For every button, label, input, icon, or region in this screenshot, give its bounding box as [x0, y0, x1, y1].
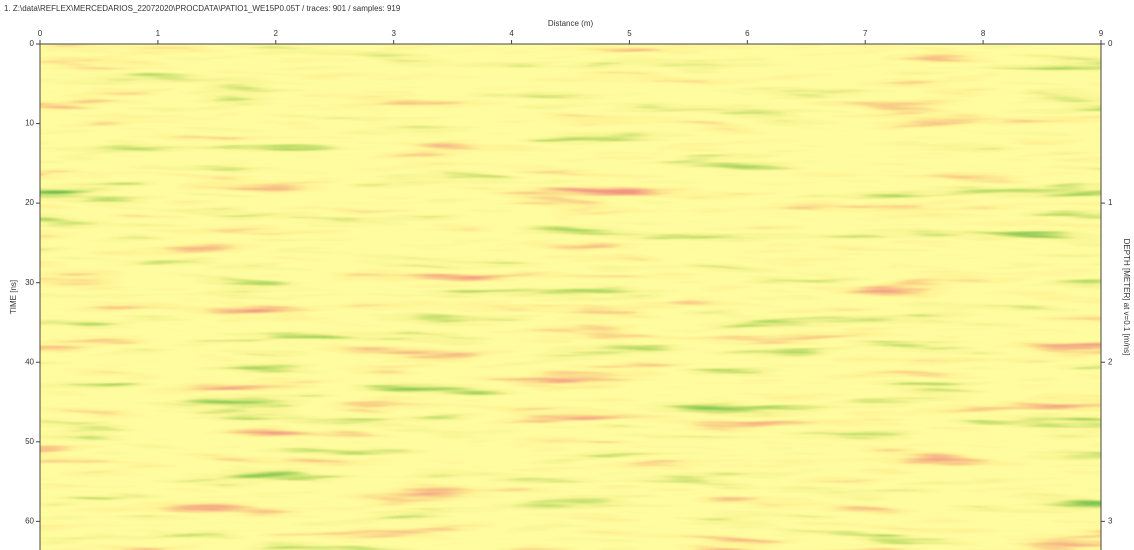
x-tick-label: 3 — [391, 29, 396, 38]
x-tick-label: 4 — [509, 29, 514, 38]
x-tick-label: 1 — [156, 29, 161, 38]
y-tick-label: 30 — [25, 278, 34, 287]
x-tick-label: 5 — [627, 29, 632, 38]
radargram-image — [40, 44, 1101, 550]
x-tick-label: 6 — [745, 29, 750, 38]
x-tick-label: 9 — [1099, 29, 1104, 38]
y-tick-label: 40 — [25, 357, 34, 366]
y2-tick-label: 3 — [1108, 516, 1113, 525]
y-tick-label: 10 — [25, 119, 34, 128]
x-tick-label: 8 — [981, 29, 986, 38]
radargram-window: 1. Z:\data\REFLEX\MERCEDARIOS_22072020\P… — [0, 0, 1134, 550]
y-tick-label: 60 — [25, 516, 34, 525]
x-tick-label: 7 — [863, 29, 868, 38]
y2-tick-label: 1 — [1108, 198, 1113, 207]
y-tick-label: 50 — [25, 437, 34, 446]
y-axis-label: TIME [ns] — [9, 280, 18, 314]
x-axis-label: Distance (m) — [548, 19, 594, 28]
y-tick-label: 0 — [30, 39, 35, 48]
y2-tick-label: 0 — [1108, 39, 1113, 48]
x-tick-label: 0 — [38, 29, 43, 38]
y-tick-label: 20 — [25, 198, 34, 207]
y2-tick-label: 2 — [1108, 357, 1113, 366]
window-title: 1. Z:\data\REFLEX\MERCEDARIOS_22072020\P… — [4, 4, 401, 13]
y2-axis-label: DEPTH [METER] at v=0.1 [m/ns] — [1122, 239, 1131, 356]
x-tick-label: 2 — [274, 29, 279, 38]
